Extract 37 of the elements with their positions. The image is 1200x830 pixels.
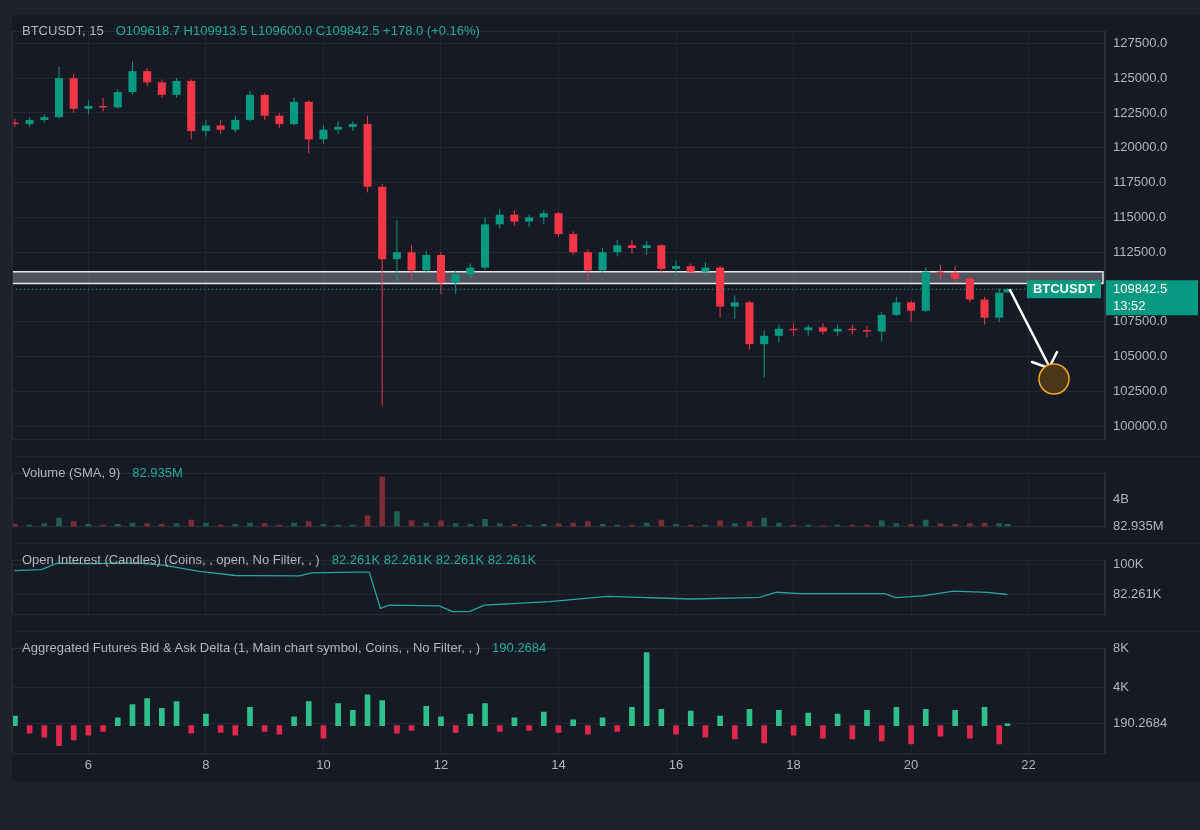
y-tick-label: 102500.0 — [1113, 383, 1168, 399]
ref-line-label: BTCUSDT — [1032, 280, 1096, 296]
chart-subtitle: O109618.7 H109913.5 L109600.0 C109842.5 +178.0 (+0.16%) — [115, 23, 480, 38]
y-tick-label: 105000.0 — [1113, 348, 1168, 364]
y-tick-label: 122500.0 — [1113, 104, 1168, 120]
chart-subtitle: 190.2684 — [492, 640, 547, 655]
chart-title: Volume (SMA, 9) — [22, 465, 121, 480]
y-tick-label: 125000.0 — [1113, 69, 1168, 85]
x-tick-label: 22 — [1021, 756, 1036, 772]
y-tick-label: 190.2684 — [1113, 715, 1168, 731]
y-tick-label: 4B — [1113, 490, 1129, 506]
chart-title: BTCUSDT, 15 — [22, 23, 104, 38]
y-tick-label: 127500.0 — [1113, 34, 1168, 50]
x-tick-label: 18 — [786, 756, 801, 772]
x-tick-label: 20 — [903, 756, 919, 772]
y-tick-label: 100K — [1113, 556, 1144, 572]
y-tick-label: 107500.0 — [1113, 313, 1168, 329]
y-tick-label: 112500.0 — [1113, 243, 1167, 259]
y-tick-label: 82.261K — [1113, 586, 1162, 602]
x-tick-label: 6 — [84, 756, 93, 772]
y-tick-label: 82.935M — [1113, 518, 1164, 534]
y-tick-label: 120000.0 — [1113, 139, 1168, 155]
x-tick-label: 12 — [433, 756, 449, 772]
chart-subtitle: 82.261K 82.261K 82.261K 82.261K — [331, 552, 537, 567]
x-tick-label: 16 — [668, 756, 684, 772]
y-tick-label: 8K — [1113, 640, 1130, 656]
y-tick-label: 115000.0 — [1113, 208, 1167, 224]
chart-subtitle: 82.935M — [132, 465, 183, 480]
chart-title: Aggregated Futures Bid & Ask Delta (1, Main chart symbol, Coins, , No Filter, , ) — [22, 640, 481, 655]
y-tick-label: 117500.0 — [1113, 174, 1167, 190]
y-tick-label: 100000.0 — [1113, 417, 1168, 433]
x-tick-label: 8 — [202, 756, 210, 772]
y-tick-label: 4K — [1113, 678, 1130, 694]
x-tick-label: 14 — [551, 756, 566, 772]
text: 13:52 — [1113, 297, 1146, 313]
y-tick-label: 109842.5 — [1113, 280, 1168, 296]
x-tick-label: 10 — [316, 756, 331, 772]
